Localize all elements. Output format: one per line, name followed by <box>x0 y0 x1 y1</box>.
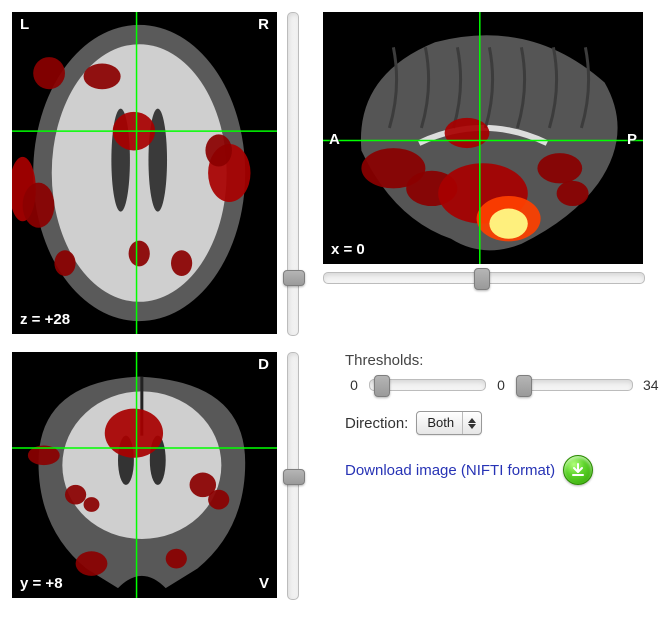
coronal-slice-slider[interactable] <box>287 352 299 600</box>
axial-slider-handle[interactable] <box>283 270 305 286</box>
download-link[interactable]: Download image (NIFTI format) <box>345 462 555 479</box>
axial-slider-wrap <box>281 12 305 336</box>
bottom-row: Dy = +8V Thresholds: 0 0 34.19 Direction… <box>12 352 647 600</box>
sagittal-wrap: APx = 0 <box>323 12 645 284</box>
download-row: Download image (NIFTI format) <box>345 455 659 485</box>
coronal-slider-handle[interactable] <box>283 469 305 485</box>
coronal-view[interactable]: Dy = +8V <box>12 352 277 598</box>
axial-slice-slider[interactable] <box>287 12 299 336</box>
threshold-high-slider[interactable] <box>516 379 633 391</box>
select-arrows-icon <box>462 412 481 434</box>
threshold-max-value: 34.19 <box>643 377 659 393</box>
axial-wrap: LRz = +28 <box>12 12 305 336</box>
direction-row: Direction: Both <box>345 411 659 435</box>
download-icon[interactable] <box>563 455 593 485</box>
coronal-slider-wrap <box>281 352 305 600</box>
threshold-mid-value: 0 <box>492 377 510 393</box>
sagittal-slice-slider[interactable] <box>323 272 645 284</box>
direction-select[interactable]: Both <box>416 411 482 435</box>
sagittal-view[interactable]: APx = 0 <box>323 12 643 264</box>
direction-selected: Both <box>417 412 462 434</box>
controls-panel: Thresholds: 0 0 34.19 Direction: Both Do… <box>345 352 659 485</box>
sagittal-slider-handle[interactable] <box>474 268 490 290</box>
threshold-low-value: 0 <box>345 377 363 393</box>
direction-label: Direction: <box>345 415 408 432</box>
threshold-low-slider[interactable] <box>369 379 486 391</box>
axial-view[interactable]: LRz = +28 <box>12 12 277 334</box>
thresholds-label: Thresholds: <box>345 352 659 369</box>
top-row: LRz = +28 APx = 0 <box>12 12 647 336</box>
thresholds-row: 0 0 34.19 <box>345 377 659 393</box>
coronal-wrap: Dy = +8V <box>12 352 305 600</box>
threshold-low-handle[interactable] <box>374 375 390 397</box>
threshold-high-handle[interactable] <box>516 375 532 397</box>
